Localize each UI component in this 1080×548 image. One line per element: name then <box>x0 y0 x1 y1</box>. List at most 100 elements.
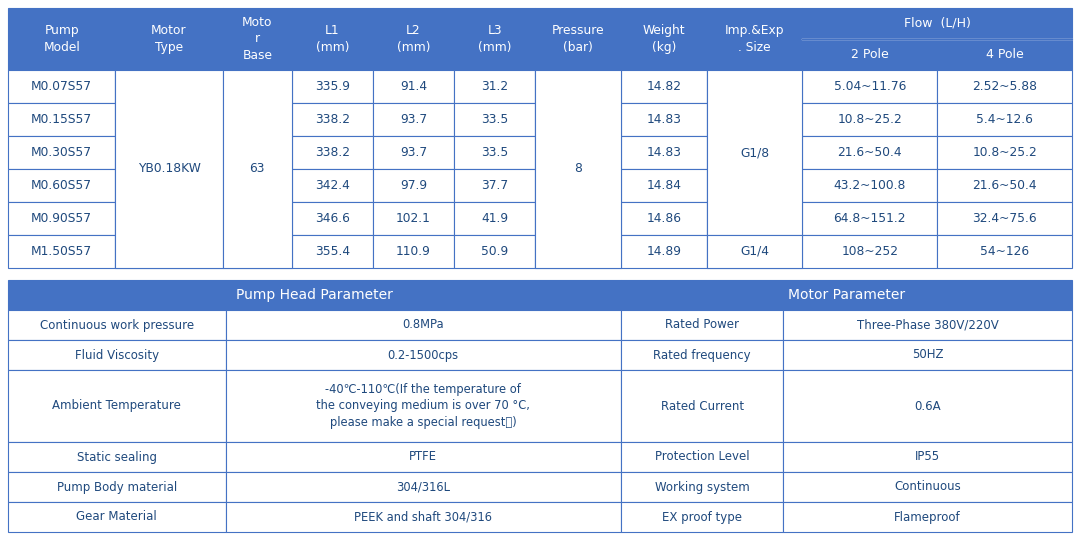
Text: 50.9: 50.9 <box>481 245 509 258</box>
Bar <box>222 70 292 268</box>
Text: 2.52~5.88: 2.52~5.88 <box>972 80 1037 93</box>
Text: Weight
(kg): Weight (kg) <box>643 24 686 54</box>
Text: 31.2: 31.2 <box>481 80 509 93</box>
Text: Three-Phase 380V/220V: Three-Phase 380V/220V <box>856 318 999 332</box>
Bar <box>8 370 226 442</box>
Text: 304/316L: 304/316L <box>396 481 450 494</box>
Bar <box>536 202 621 235</box>
Text: Flameproof: Flameproof <box>894 511 961 523</box>
Bar <box>536 103 621 136</box>
Bar <box>802 202 937 235</box>
Bar <box>454 136 536 169</box>
Bar <box>707 235 802 268</box>
Bar <box>707 103 802 136</box>
Bar <box>937 169 1072 202</box>
Bar <box>783 340 1072 370</box>
Bar <box>8 472 226 502</box>
Bar <box>292 169 373 202</box>
Bar <box>707 136 802 169</box>
Text: G1/4: G1/4 <box>740 245 769 258</box>
Text: Pump
Model: Pump Model <box>43 24 80 54</box>
Bar <box>536 136 621 169</box>
Bar <box>454 169 536 202</box>
Bar <box>783 472 1072 502</box>
Bar <box>783 502 1072 532</box>
Text: 33.5: 33.5 <box>481 146 509 159</box>
Bar <box>226 340 621 370</box>
Bar <box>621 472 783 502</box>
Text: EX proof type: EX proof type <box>662 511 742 523</box>
Text: 21.6~50.4: 21.6~50.4 <box>972 179 1037 192</box>
Bar <box>937 103 1072 136</box>
Bar <box>454 8 536 70</box>
Bar <box>707 235 802 268</box>
Bar <box>783 370 1072 442</box>
Text: 0.2-1500cps: 0.2-1500cps <box>388 349 459 362</box>
Bar <box>621 136 707 169</box>
Bar <box>226 442 621 472</box>
Bar <box>8 310 226 340</box>
Bar <box>454 235 536 268</box>
Text: 342.4: 342.4 <box>315 179 350 192</box>
Bar <box>621 280 1072 310</box>
Text: PEEK and shaft 304/316: PEEK and shaft 304/316 <box>354 511 492 523</box>
Text: IP55: IP55 <box>915 450 941 464</box>
Text: 93.7: 93.7 <box>400 113 427 126</box>
Bar <box>937 8 1072 70</box>
Bar <box>621 8 707 70</box>
Bar <box>8 442 226 472</box>
Bar <box>8 169 116 202</box>
Text: Continuous: Continuous <box>894 481 961 494</box>
Bar <box>621 202 707 235</box>
Bar <box>937 136 1072 169</box>
Bar <box>937 70 1072 103</box>
Bar <box>8 70 116 103</box>
Bar <box>8 340 226 370</box>
Text: 10.8~25.2: 10.8~25.2 <box>837 113 902 126</box>
Text: 14.84: 14.84 <box>647 179 681 192</box>
Text: Pump Head Parameter: Pump Head Parameter <box>237 288 393 302</box>
Bar <box>292 8 373 70</box>
Text: 63: 63 <box>249 163 265 175</box>
Bar <box>116 70 222 103</box>
Bar <box>222 70 292 103</box>
Text: M0.60S57: M0.60S57 <box>31 179 92 192</box>
Text: 50HZ: 50HZ <box>912 349 944 362</box>
Text: 338.2: 338.2 <box>315 146 350 159</box>
Bar <box>222 8 292 70</box>
Bar <box>116 8 222 70</box>
Text: Pressure
(bar): Pressure (bar) <box>552 24 605 54</box>
Text: -40℃-110℃(If the temperature of
the conveying medium is over 70 °C,
please make : -40℃-110℃(If the temperature of the conv… <box>316 383 530 429</box>
Bar <box>783 310 1072 340</box>
Bar <box>226 472 621 502</box>
Bar <box>222 235 292 268</box>
Bar <box>707 70 802 103</box>
Bar <box>222 136 292 169</box>
Text: 33.5: 33.5 <box>481 113 509 126</box>
Text: Gear Material: Gear Material <box>77 511 158 523</box>
Text: 14.82: 14.82 <box>647 80 681 93</box>
Text: 32.4~75.6: 32.4~75.6 <box>972 212 1037 225</box>
Text: 37.7: 37.7 <box>481 179 509 192</box>
Text: Rated frequency: Rated frequency <box>653 349 751 362</box>
Bar <box>226 370 621 442</box>
Bar <box>536 8 621 70</box>
Text: 91.4: 91.4 <box>400 80 427 93</box>
Text: YB0.18KW: YB0.18KW <box>137 163 201 175</box>
Text: Moto
r
Base: Moto r Base <box>242 16 272 62</box>
Text: 0.6A: 0.6A <box>915 399 941 413</box>
Bar <box>222 103 292 136</box>
Bar <box>116 202 222 235</box>
Bar <box>8 280 621 310</box>
Bar <box>373 8 454 70</box>
Bar <box>8 136 116 169</box>
Text: 43.2~100.8: 43.2~100.8 <box>834 179 906 192</box>
Bar <box>373 70 454 103</box>
Bar <box>707 70 802 235</box>
Bar <box>802 103 937 136</box>
Bar <box>8 502 226 532</box>
Text: 8: 8 <box>575 163 582 175</box>
Text: 54~126: 54~126 <box>980 245 1029 258</box>
Text: PTFE: PTFE <box>409 450 437 464</box>
Bar <box>8 8 116 70</box>
